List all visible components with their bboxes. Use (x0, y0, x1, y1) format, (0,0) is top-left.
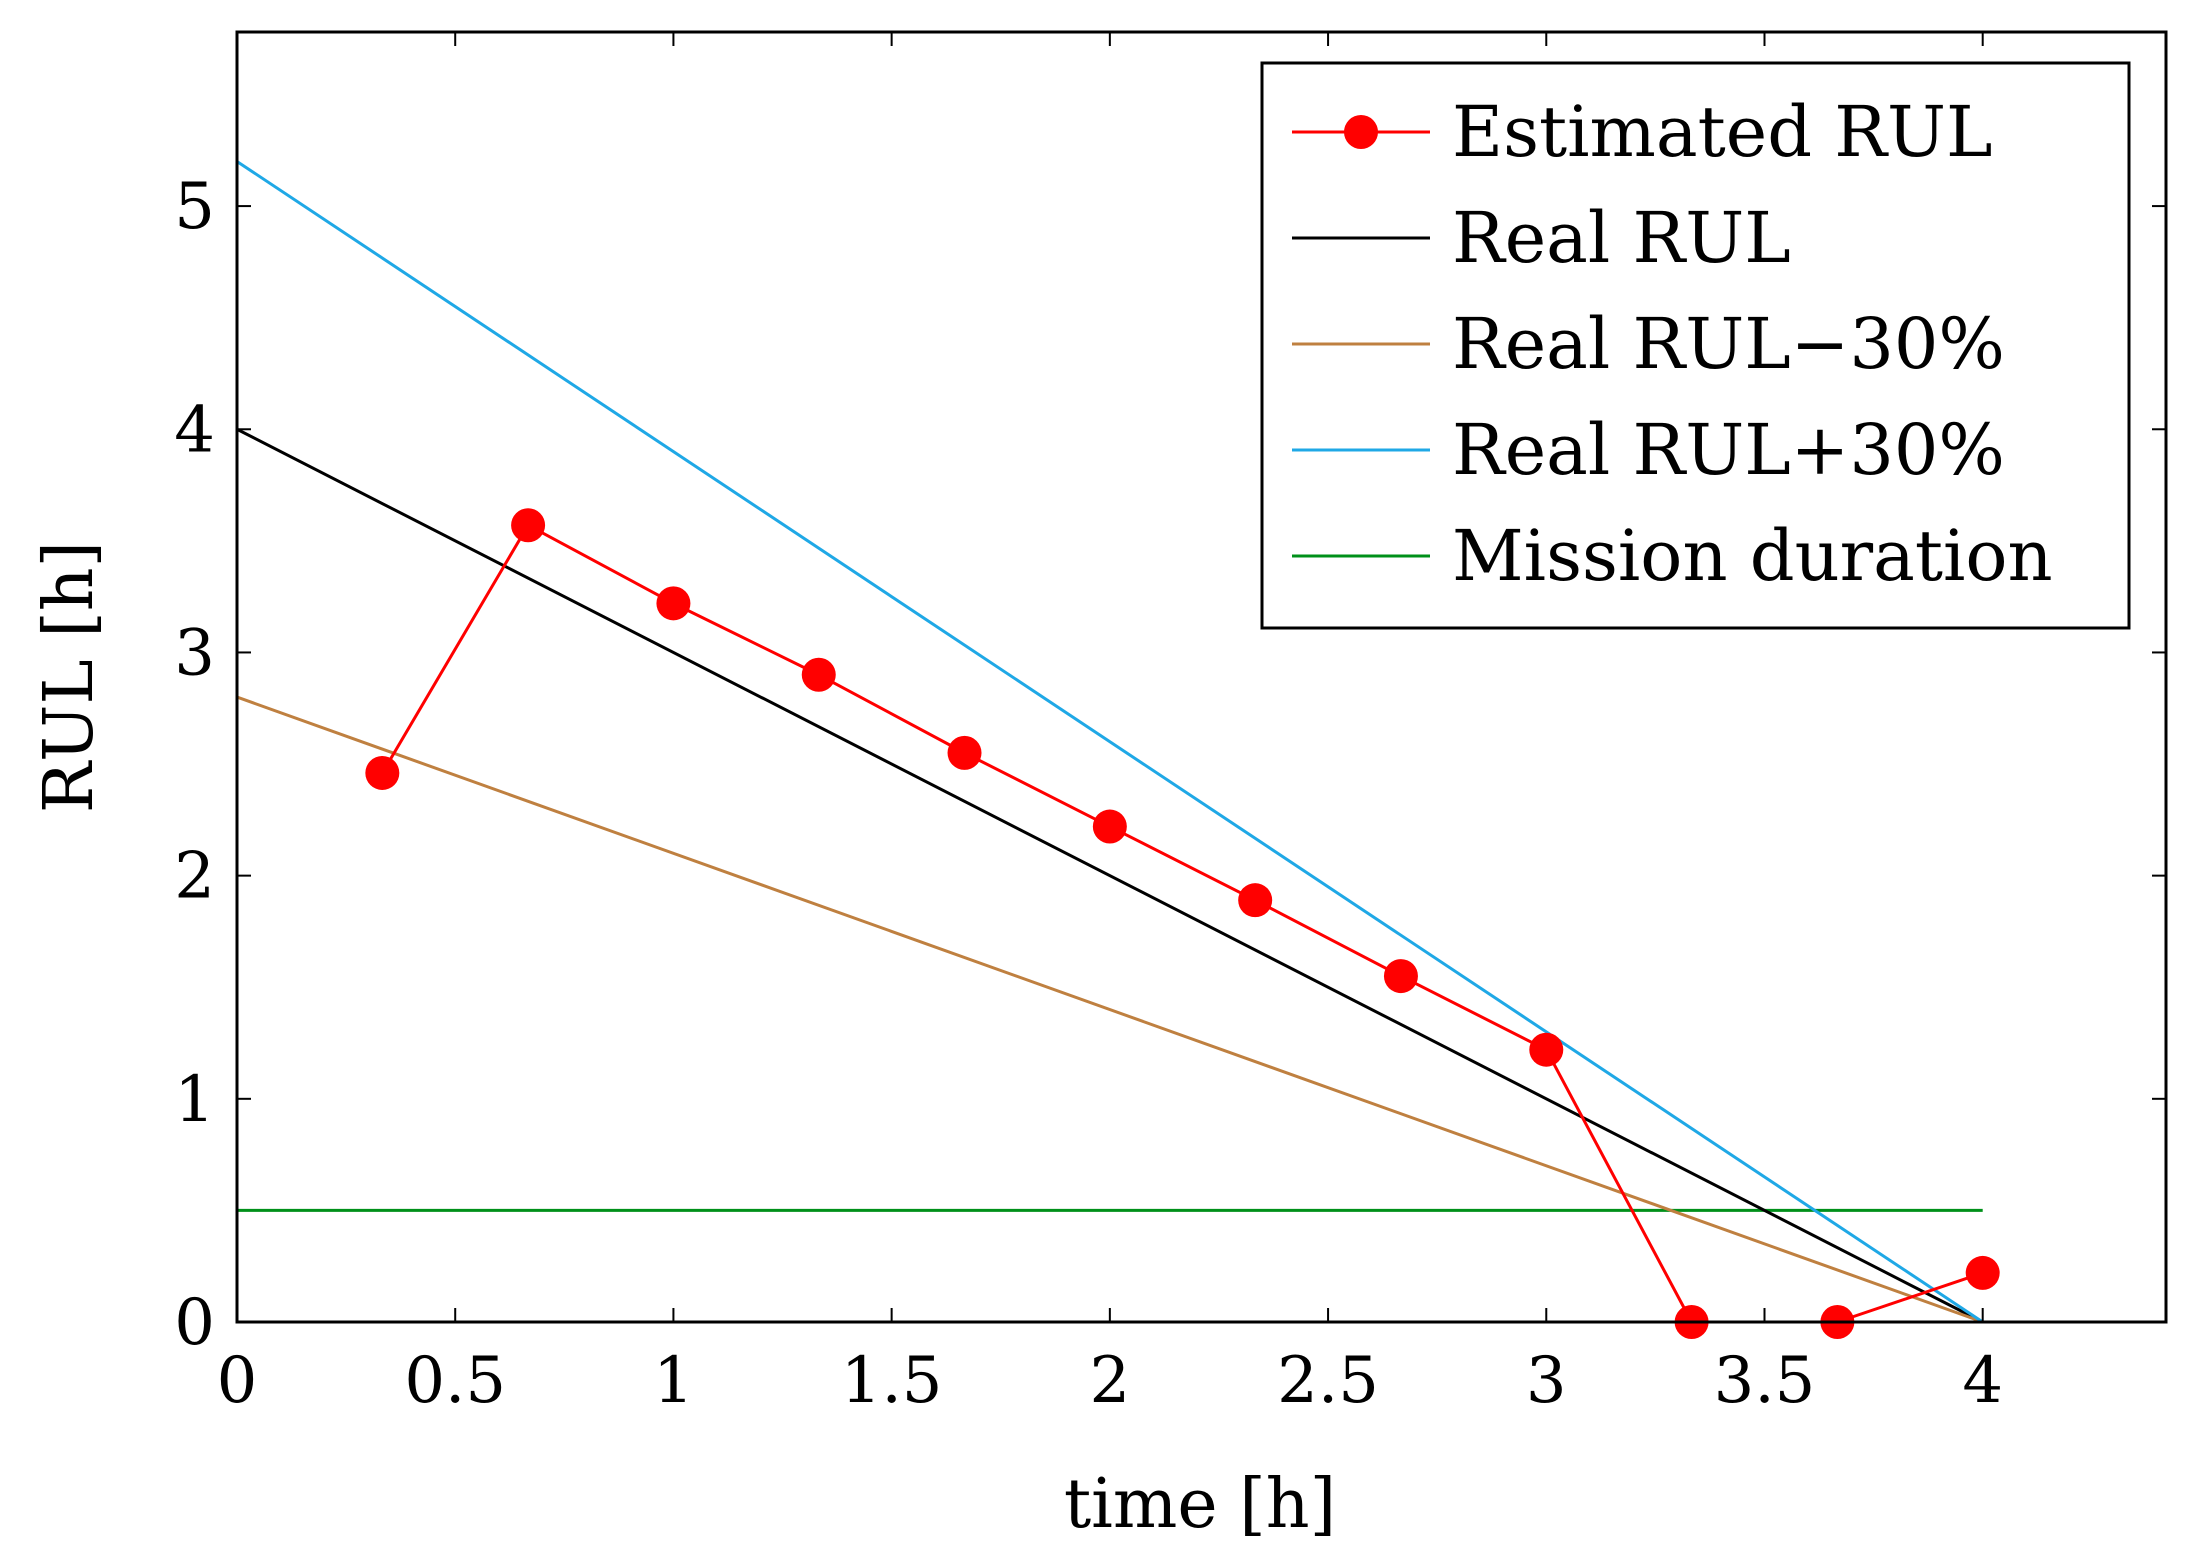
legend-label-real-rulminus30pct: Real RUL−30% (1452, 303, 2005, 385)
x-axis-label: time [h] (1064, 1465, 1336, 1544)
series-line-real-rul (236, 427, 1984, 1324)
data-point-estimated-rul (1965, 1255, 2000, 1290)
series-line-real-rulminus30pct (236, 695, 1984, 1324)
plot-frame (235, 30, 2168, 1324)
data-point-estimated-rul (1529, 1032, 1564, 1067)
y-tick-label: 2 (174, 840, 215, 914)
data-point-estimated-rul (947, 735, 982, 770)
data-point-estimated-rul (511, 508, 546, 543)
series-layer (236, 160, 2000, 1339)
y-axis-label: RUL [h] (30, 541, 109, 813)
legend-marker-estimated-rul (1344, 115, 1378, 149)
y-tick-label: 3 (174, 616, 215, 690)
data-point-estimated-rul (1383, 959, 1418, 994)
y-tick-label: 0 (174, 1286, 215, 1360)
legend: Estimated RUL Real RUL Real RUL−30% Real RU… (1260, 61, 2131, 630)
x-tick-label: 0 (217, 1344, 258, 1418)
x-tick-label: 1.5 (841, 1344, 943, 1418)
y-tick-label: 4 (174, 393, 215, 467)
data-point-estimated-rul (1092, 809, 1127, 844)
x-tick-label: 3.5 (1714, 1344, 1816, 1418)
legend-label-real-rulplus30pct: Real RUL+30% (1452, 409, 2005, 491)
x-tick-label: 4 (1962, 1344, 2003, 1418)
x-tick-label: 2 (1089, 1344, 1130, 1418)
legend-label-mission-duration: Mission duration (1452, 515, 2053, 597)
y-tick-label: 1 (174, 1063, 215, 1137)
data-point-estimated-rul (656, 586, 691, 621)
series-line-real-rulplus30pct (236, 160, 1984, 1324)
data-point-estimated-rul (1238, 883, 1273, 918)
data-point-estimated-rul (801, 657, 836, 692)
series-line-estimated-rul (381, 523, 1984, 1324)
data-point-estimated-rul (365, 755, 400, 790)
ticks-layer: 0 0.5 1 1.5 2 2.5 3 3.5 4 0 1 2 3 4 5 (174, 32, 2166, 1418)
x-tick-label: 2.5 (1277, 1344, 1379, 1418)
legend-label-real-rul: Real RUL (1452, 197, 1791, 279)
x-tick-label: 1 (653, 1344, 694, 1418)
x-tick-label: 0.5 (404, 1344, 506, 1418)
legend-label-estimated-rul: Estimated RUL (1452, 91, 1992, 173)
x-tick-label: 3 (1526, 1344, 1567, 1418)
y-tick-label: 5 (174, 170, 215, 244)
